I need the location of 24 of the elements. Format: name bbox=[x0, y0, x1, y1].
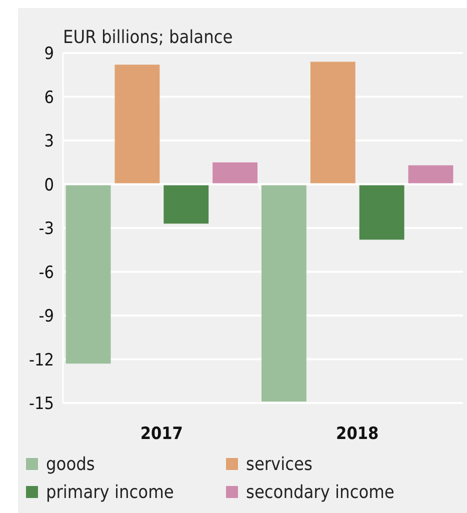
bar bbox=[408, 165, 454, 184]
legend-label: primary income bbox=[46, 482, 174, 503]
y-axis-title: EUR billions; balance bbox=[63, 27, 233, 48]
y-tick-label: -3 bbox=[38, 219, 54, 239]
y-tick-label: -6 bbox=[38, 262, 54, 283]
bar bbox=[66, 184, 111, 364]
bar bbox=[114, 64, 160, 184]
y-tick-label: -9 bbox=[38, 306, 54, 326]
y-tick-label: 6 bbox=[44, 88, 54, 108]
y-tick-label: -15 bbox=[29, 394, 54, 414]
y-tick-label: 0 bbox=[44, 175, 54, 196]
y-tick-label: 9 bbox=[44, 44, 54, 64]
legend-label: goods bbox=[46, 454, 95, 475]
y-tick-label: 3 bbox=[44, 132, 54, 152]
bar bbox=[310, 62, 356, 184]
x-tick-label: 2018 bbox=[336, 424, 379, 444]
bar bbox=[262, 184, 306, 402]
bar bbox=[212, 162, 258, 184]
legend-label: services bbox=[246, 454, 312, 475]
bar bbox=[164, 184, 209, 224]
x-tick-label: 2017 bbox=[140, 424, 183, 444]
legend-label: secondary income bbox=[246, 482, 394, 503]
y-tick-label: -12 bbox=[29, 350, 54, 370]
bar bbox=[359, 184, 404, 240]
